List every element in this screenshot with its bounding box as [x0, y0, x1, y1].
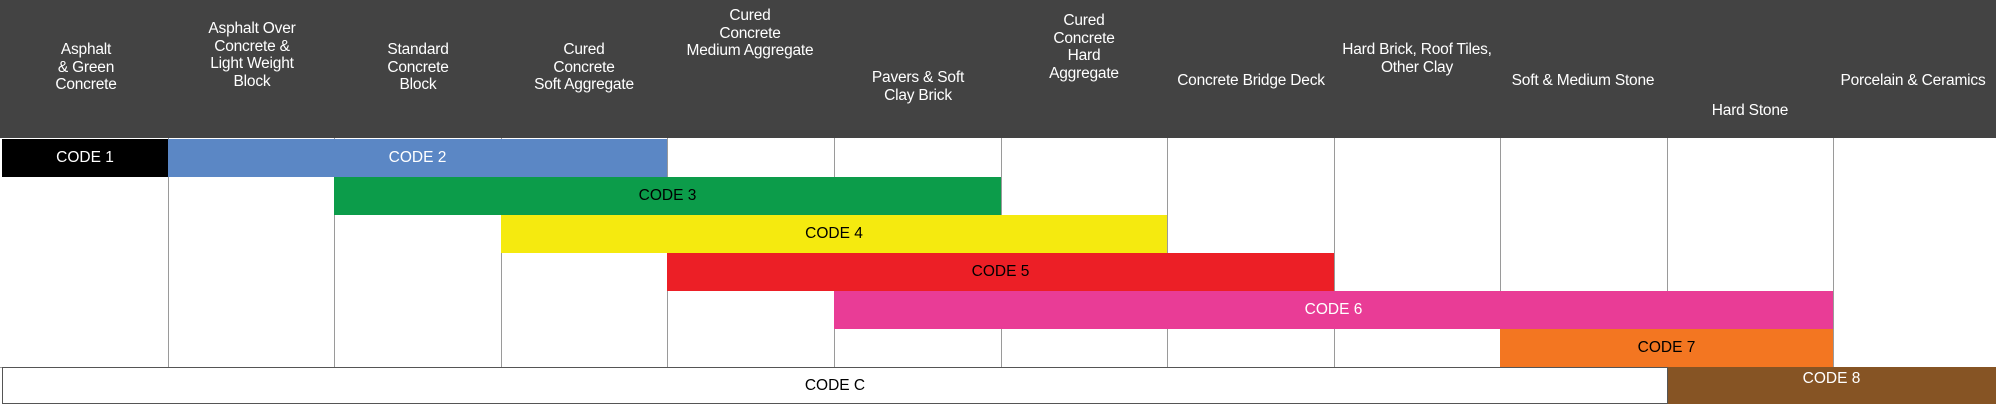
column-header-label: Concrete Bridge Deck	[1177, 72, 1325, 89]
column-divider	[1334, 138, 1335, 368]
column-header-bridge-deck: Concrete Bridge Deck	[1166, 0, 1336, 138]
column-header-label: Hard Brick, Roof Tiles, Other Clay	[1342, 41, 1492, 76]
column-divider	[1667, 138, 1668, 368]
code-2-label: CODE 2	[388, 149, 447, 166]
code-4-bar: CODE 4	[501, 215, 1167, 253]
column-divider	[1833, 138, 1834, 368]
code-1-bar: CODE 1	[2, 139, 168, 177]
column-header-hard-stone: Hard Stone	[1667, 0, 1833, 138]
code-7-label: CODE 7	[1637, 339, 1696, 356]
column-header-soft-aggregate: Cured Concrete Soft Aggregate	[501, 0, 667, 138]
column-header-label: Cured Concrete Soft Aggregate	[534, 41, 634, 93]
column-header-label: Soft & Medium Stone	[1511, 72, 1655, 89]
code-c-bar: CODE C	[2, 367, 1668, 404]
column-divider	[1500, 138, 1501, 368]
header-row: Asphalt & Green Concrete Asphalt Over Co…	[0, 0, 1996, 138]
column-divider	[334, 138, 335, 368]
column-header-hard-brick: Hard Brick, Roof Tiles, Other Clay	[1329, 0, 1505, 138]
column-divider	[168, 138, 169, 368]
code-c-label: CODE C	[804, 377, 866, 394]
column-header-label: Cured Concrete Medium Aggregate	[686, 7, 814, 59]
code-3-label: CODE 3	[638, 187, 697, 204]
column-header-label: Porcelain & Ceramics	[1840, 72, 1986, 89]
code-1-label: CODE 1	[56, 149, 114, 166]
column-header-asphalt: Asphalt & Green Concrete	[3, 0, 169, 138]
code-6-bar: CODE 6	[834, 291, 1833, 329]
column-divider	[501, 138, 502, 368]
column-header-label: Hard Stone	[1711, 102, 1789, 119]
code-2-bar: CODE 2	[168, 139, 667, 177]
column-header-porcelain: Porcelain & Ceramics	[1830, 0, 1996, 138]
column-header-pavers: Pavers & Soft Clay Brick	[835, 0, 1001, 138]
code-5-bar: CODE 5	[667, 253, 1334, 291]
code-3-bar: CODE 3	[334, 177, 1001, 215]
column-header-label: Standard Concrete Block	[387, 41, 449, 93]
column-header-hard-aggregate: Cured Concrete Hard Aggregate	[1001, 0, 1167, 138]
column-header-label: Cured Concrete Hard Aggregate	[1049, 12, 1119, 82]
code-8-bar: CODE 8	[1667, 367, 1996, 404]
column-header-standard-block: Standard Concrete Block	[335, 0, 501, 138]
code-8-label: CODE 8	[1802, 370, 1861, 387]
column-header-medium-aggregate: Cured Concrete Medium Aggregate	[667, 0, 833, 138]
code-6-label: CODE 6	[1304, 301, 1363, 318]
code-4-label: CODE 4	[805, 225, 863, 242]
column-header-label: Asphalt & Green Concrete	[55, 41, 117, 93]
code-5-label: CODE 5	[971, 263, 1030, 280]
column-header-label: Pavers & Soft Clay Brick	[871, 69, 965, 104]
code-7-bar: CODE 7	[1500, 329, 1833, 367]
column-header-soft-medium-stone: Soft & Medium Stone	[1499, 0, 1667, 138]
column-header-label: Asphalt Over Concrete & Light Weight Blo…	[208, 20, 296, 90]
column-header-asphalt-over: Asphalt Over Concrete & Light Weight Blo…	[169, 0, 335, 138]
